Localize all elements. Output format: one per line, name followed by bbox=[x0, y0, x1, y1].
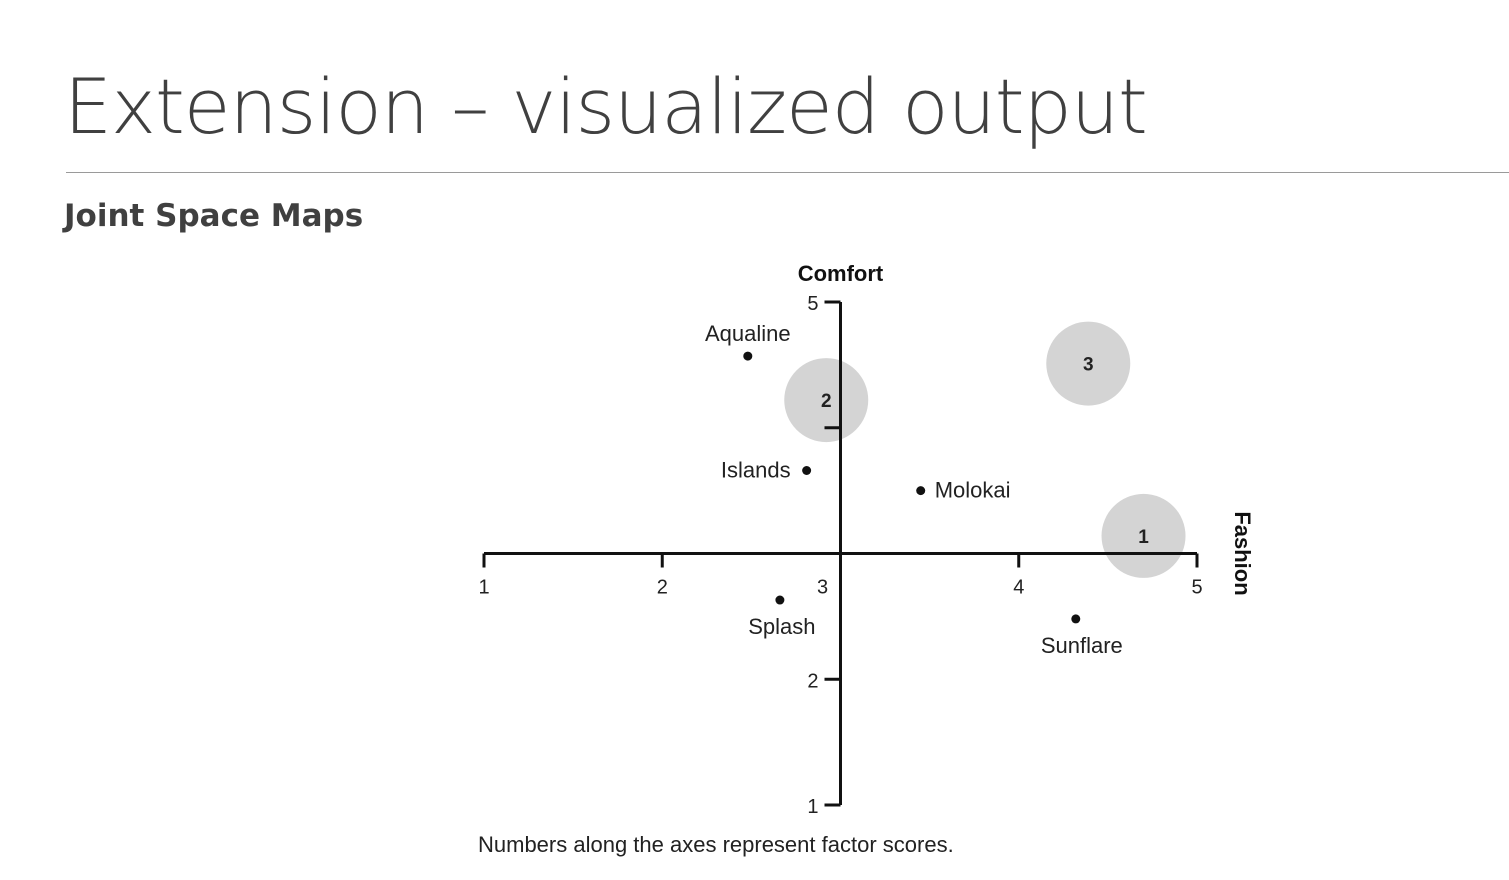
segment-circle-1 bbox=[1101, 493, 1186, 578]
product-points: Aqualine Islands Molokai Splash Sunflare bbox=[705, 321, 1123, 658]
point-splash: Splash bbox=[748, 595, 816, 639]
x-tick-label: 5 bbox=[1191, 577, 1202, 599]
point-sunflare: Sunflare bbox=[1041, 614, 1123, 658]
y-axis-title: Comfort bbox=[798, 261, 884, 286]
point-islands: Islands bbox=[721, 458, 812, 483]
x-tick-label: 2 bbox=[657, 577, 668, 599]
point-label: Splash bbox=[748, 614, 815, 639]
point-label: Sunflare bbox=[1041, 633, 1123, 658]
point-marker bbox=[743, 351, 753, 361]
point-label: Aqualine bbox=[705, 321, 791, 346]
segment-label: 1 bbox=[1138, 527, 1149, 548]
segment-circle-3 bbox=[1046, 321, 1131, 406]
y-tick-label: 1 bbox=[807, 796, 818, 818]
segment-label: 2 bbox=[821, 391, 832, 412]
y-tick-label: 2 bbox=[807, 670, 818, 692]
x-tick-label: 4 bbox=[1013, 577, 1024, 599]
point-label: Molokai bbox=[935, 478, 1011, 503]
chart-footnote: Numbers along the axes represent factor … bbox=[478, 832, 954, 857]
segment-label: 3 bbox=[1083, 355, 1094, 376]
point-marker bbox=[775, 595, 785, 605]
slide-title: Extension – visualized output bbox=[64, 62, 1148, 151]
axis-ticks: 1 2 3 4 5 1 2 5 bbox=[478, 293, 1202, 818]
slide-subtitle: Joint Space Maps bbox=[64, 198, 364, 234]
point-marker bbox=[916, 486, 926, 496]
x-tick-label: 1 bbox=[478, 577, 489, 599]
point-label: Islands bbox=[721, 458, 791, 483]
x-axis-title: Fashion bbox=[1230, 511, 1255, 595]
point-molokai: Molokai bbox=[916, 478, 1011, 503]
title-divider bbox=[66, 172, 1509, 173]
segment-circles: 1 2 3 bbox=[784, 321, 1186, 578]
point-marker bbox=[802, 466, 812, 476]
point-aqualine: Aqualine bbox=[705, 321, 791, 361]
point-marker bbox=[1071, 614, 1081, 624]
segment-circle-2 bbox=[784, 358, 869, 443]
x-tick-label: 3 bbox=[817, 577, 828, 599]
y-tick-label: 5 bbox=[807, 293, 818, 315]
